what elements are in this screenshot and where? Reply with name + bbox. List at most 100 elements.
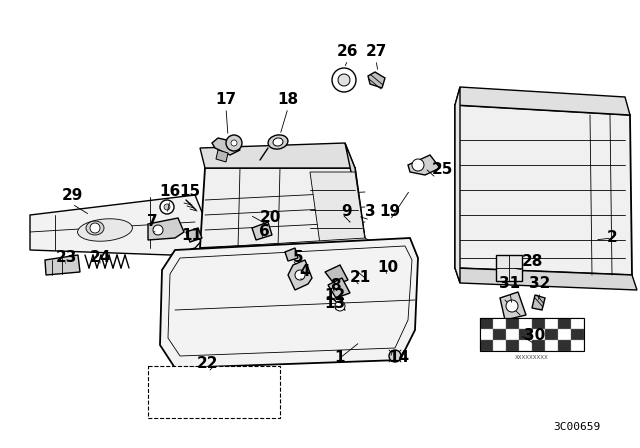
Circle shape	[153, 225, 163, 235]
Text: 19: 19	[380, 204, 401, 220]
Text: 2: 2	[607, 231, 618, 246]
Polygon shape	[455, 87, 460, 283]
Text: 24: 24	[90, 250, 111, 266]
Bar	[496, 255, 522, 281]
Circle shape	[338, 74, 350, 86]
Text: 7: 7	[147, 215, 157, 229]
Ellipse shape	[268, 135, 288, 149]
Text: 25: 25	[432, 163, 453, 177]
Text: 18: 18	[277, 92, 299, 108]
Text: 16: 16	[159, 185, 180, 199]
Bar	[519, 329, 532, 340]
Circle shape	[506, 300, 518, 312]
Bar	[545, 340, 558, 351]
Polygon shape	[200, 168, 365, 248]
Bar	[506, 329, 519, 340]
Bar	[545, 318, 558, 329]
Polygon shape	[30, 195, 210, 255]
Polygon shape	[216, 150, 228, 162]
Bar	[558, 329, 571, 340]
Text: 26: 26	[337, 44, 359, 60]
Bar	[571, 340, 584, 351]
Bar	[506, 318, 519, 329]
Bar	[545, 329, 558, 340]
Circle shape	[226, 135, 242, 151]
Bar	[532, 318, 545, 329]
Circle shape	[389, 350, 401, 362]
Polygon shape	[325, 265, 348, 285]
Text: 5: 5	[292, 250, 303, 266]
Polygon shape	[252, 222, 272, 240]
Bar	[480, 318, 584, 351]
Text: 10: 10	[378, 260, 399, 276]
Text: 17: 17	[216, 92, 237, 108]
Circle shape	[231, 140, 237, 146]
Bar	[532, 329, 545, 340]
Text: 15: 15	[179, 185, 200, 199]
Text: 6: 6	[259, 224, 269, 240]
Polygon shape	[408, 155, 440, 175]
Polygon shape	[205, 238, 390, 262]
Bar	[493, 340, 506, 351]
Bar	[480, 329, 493, 340]
Circle shape	[332, 68, 356, 92]
Ellipse shape	[86, 221, 104, 235]
Polygon shape	[455, 87, 630, 115]
Polygon shape	[532, 295, 545, 310]
Circle shape	[90, 223, 100, 233]
Text: 20: 20	[259, 211, 281, 225]
Polygon shape	[310, 172, 365, 244]
Text: 29: 29	[61, 189, 83, 203]
Ellipse shape	[273, 138, 283, 146]
Text: 11: 11	[182, 228, 202, 244]
Text: 12: 12	[324, 288, 346, 302]
Polygon shape	[45, 255, 80, 275]
Circle shape	[335, 301, 345, 311]
Circle shape	[160, 200, 174, 214]
Text: 14: 14	[388, 350, 409, 366]
Bar	[519, 318, 532, 329]
Bar	[571, 329, 584, 340]
Text: 32: 32	[529, 276, 550, 292]
Bar	[480, 318, 493, 329]
Polygon shape	[148, 218, 184, 240]
Polygon shape	[288, 260, 312, 290]
Text: 23: 23	[55, 250, 77, 266]
Polygon shape	[160, 238, 418, 368]
Ellipse shape	[77, 219, 132, 241]
Bar	[558, 340, 571, 351]
Text: 28: 28	[522, 254, 543, 270]
Circle shape	[412, 159, 424, 171]
Circle shape	[295, 270, 305, 280]
Text: 31: 31	[499, 276, 520, 292]
Text: 1: 1	[335, 350, 345, 366]
Polygon shape	[455, 268, 637, 290]
Polygon shape	[200, 143, 355, 168]
Text: 13: 13	[324, 297, 346, 311]
Text: 8: 8	[330, 279, 340, 293]
Text: 3: 3	[365, 204, 375, 220]
Bar	[571, 318, 584, 329]
Text: 4: 4	[300, 264, 310, 280]
Text: 30: 30	[524, 328, 546, 344]
Text: XXXXXXXXX: XXXXXXXXX	[515, 355, 549, 360]
Text: 27: 27	[365, 44, 387, 60]
Bar	[532, 340, 545, 351]
Polygon shape	[368, 72, 385, 88]
Polygon shape	[500, 292, 526, 320]
Bar	[493, 329, 506, 340]
Polygon shape	[212, 138, 240, 155]
Bar	[493, 318, 506, 329]
Polygon shape	[328, 278, 350, 298]
Bar	[148, 366, 280, 418]
Bar	[480, 340, 493, 351]
Bar	[506, 340, 519, 351]
Text: 9: 9	[342, 204, 352, 220]
Polygon shape	[186, 228, 202, 242]
Circle shape	[164, 204, 170, 210]
Text: 21: 21	[349, 271, 371, 285]
Bar	[519, 340, 532, 351]
Polygon shape	[345, 143, 365, 240]
Polygon shape	[285, 248, 298, 261]
Polygon shape	[455, 105, 632, 275]
